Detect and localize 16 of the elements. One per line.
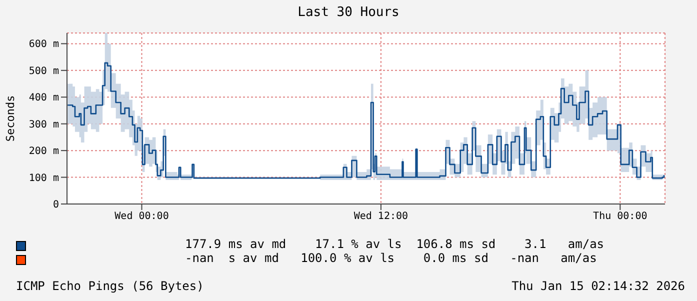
x-tick-label: Wed 12:00: [354, 211, 408, 222]
y-tick-label: 500 m: [28, 66, 59, 77]
y-axis-title: Seconds: [4, 95, 17, 142]
y-tick-label: 200 m: [28, 146, 59, 158]
y-tick-label: 400 m: [28, 92, 59, 104]
text: Thu Jan 15 02:14:32 2026: [512, 279, 685, 293]
chart-title: Last 30 Hours: [296, 5, 400, 20]
text: ICMP Echo Pings (56 Bytes): [16, 279, 204, 293]
text: -nan s av md 100.0 % av ls 0.0 ms sd -nan am/as: [185, 251, 597, 265]
y-tick-label: 100 m: [28, 172, 59, 184]
y-tick-label: 600 m: [28, 39, 59, 50]
x-tick-label: Thu 00:00: [593, 211, 648, 222]
x-tick-label: Wed 00:00: [114, 211, 169, 222]
y-tick-label: 0: [52, 200, 59, 211]
text: 177.9 ms av md 17.1 % av ls 106.8 ms sd 3.1 am/as: [185, 237, 604, 251]
y-tick-label: 300 m: [28, 119, 59, 130]
